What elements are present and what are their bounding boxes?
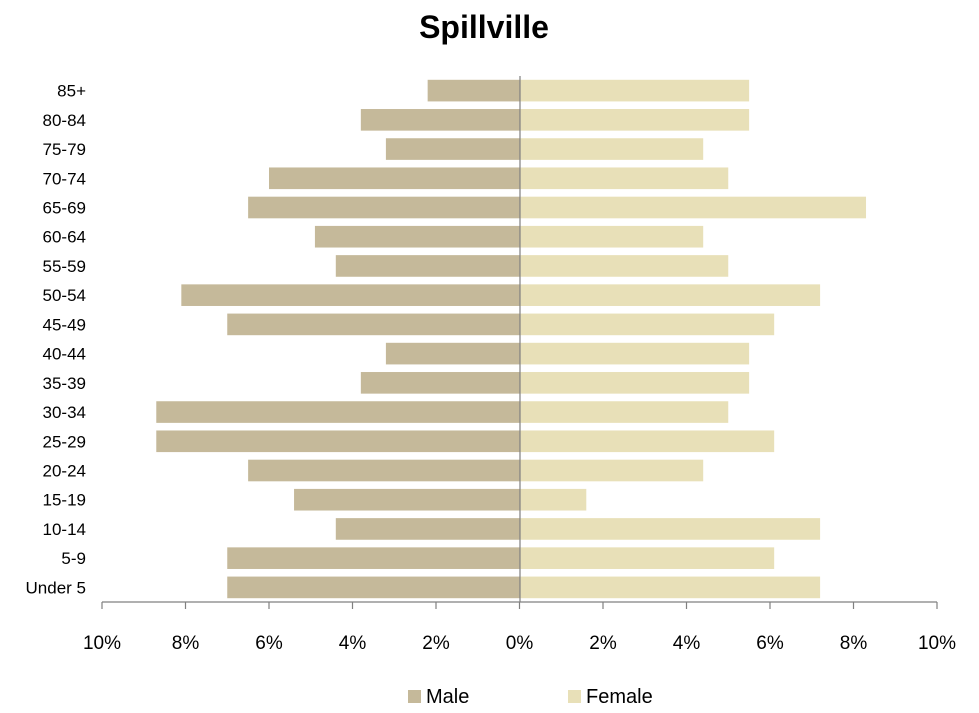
bar-male — [360, 372, 520, 394]
bar-female — [520, 372, 750, 394]
bar-female — [520, 430, 775, 453]
category-label: 60-64 — [43, 228, 86, 247]
category-label: 75-79 — [43, 140, 86, 159]
category-label: 5-9 — [61, 549, 86, 568]
bar-male — [385, 138, 520, 160]
category-label: 70-74 — [43, 169, 86, 188]
x-tick-label: 6% — [756, 633, 784, 654]
category-label: 40-44 — [43, 345, 86, 364]
x-tick-label: 0% — [506, 633, 534, 654]
bar-male — [314, 225, 520, 248]
bar-female — [520, 255, 729, 277]
legend: Male Female — [408, 686, 653, 708]
bar-female — [520, 79, 750, 102]
bar-female — [520, 547, 775, 569]
category-label: Under 5 — [26, 578, 86, 597]
category-labels: 85+ 80-84 75-79 70-74 65-69 60-64 55-59 50-54 45… — [26, 82, 87, 598]
x-tick-label: 2% — [422, 633, 450, 654]
bar-male — [156, 401, 520, 423]
bar-male — [385, 342, 520, 365]
category-label: 30-34 — [43, 403, 86, 422]
bar-male — [269, 167, 520, 190]
bar-female — [520, 313, 775, 336]
x-tick-label: 6% — [255, 633, 283, 654]
bar-male — [427, 79, 520, 102]
bar-male — [335, 255, 520, 277]
x-tick-label: 8% — [840, 633, 868, 654]
category-label: 80-84 — [43, 111, 86, 130]
bar-male — [294, 488, 520, 511]
bar-female — [520, 401, 729, 423]
bar-female — [520, 488, 587, 511]
category-label: 10-14 — [43, 520, 86, 539]
bar-male — [227, 576, 520, 599]
category-label: 20-24 — [43, 462, 86, 481]
bar-female — [520, 225, 704, 248]
x-tick-label: 4% — [339, 633, 367, 654]
bar-female — [520, 109, 750, 131]
bar-male — [248, 459, 520, 482]
bar-male — [156, 430, 520, 453]
category-label: 50-54 — [43, 286, 86, 305]
x-tick-label: 4% — [673, 633, 701, 654]
category-label: 15-19 — [43, 491, 86, 510]
bar-female — [520, 167, 729, 190]
category-label: 45-49 — [43, 315, 86, 334]
legend-swatch-male — [408, 690, 421, 703]
bar-female — [520, 196, 867, 219]
bar-male — [227, 313, 520, 336]
legend-label-male: Male — [426, 686, 469, 708]
bar-male — [227, 547, 520, 569]
chart-title: Spillville — [419, 9, 549, 45]
bar-female — [520, 459, 704, 482]
axes — [101, 76, 938, 609]
bar-male — [248, 196, 520, 219]
x-tick-label: 8% — [172, 633, 200, 654]
category-label: 25-29 — [43, 432, 86, 451]
legend-label-female: Female — [586, 686, 653, 708]
legend-swatch-female — [568, 690, 581, 703]
category-label: 85+ — [57, 82, 86, 101]
x-tick-label: 2% — [589, 633, 617, 654]
bar-female — [520, 138, 704, 160]
bar-male — [181, 284, 520, 306]
bar-female — [520, 342, 750, 365]
bar-female — [520, 284, 821, 306]
category-label: 65-69 — [43, 199, 86, 218]
bar-male — [360, 109, 520, 131]
category-label: 55-59 — [43, 257, 86, 276]
bars — [156, 79, 867, 599]
bar-female — [520, 576, 821, 599]
x-tick-label: 10% — [83, 633, 121, 654]
category-label: 35-39 — [43, 374, 86, 393]
bar-female — [520, 518, 821, 540]
x-tick-labels: 10% 8% 6% 4% 2% 0% 2% 4% 6% 8% 10% — [83, 633, 956, 654]
bar-male — [335, 518, 520, 540]
x-tick-label: 10% — [918, 633, 956, 654]
